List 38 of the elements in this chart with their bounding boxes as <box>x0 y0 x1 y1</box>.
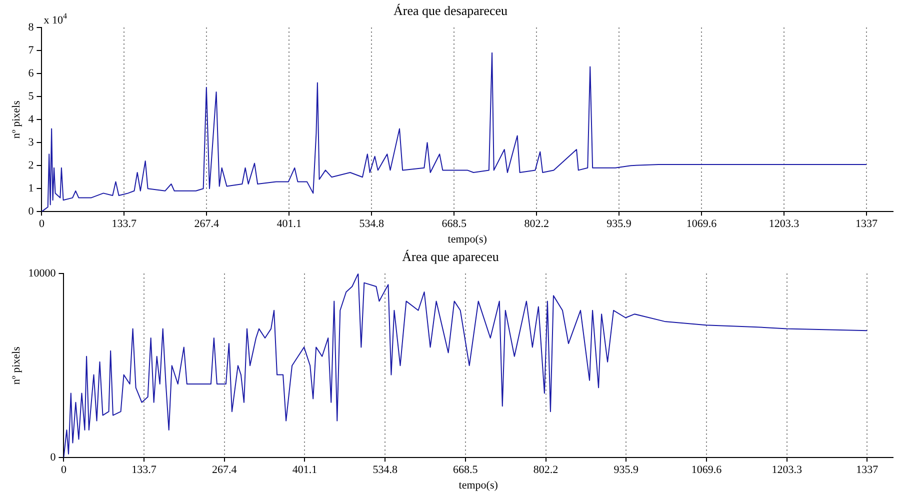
x-tick-label: 1203.3 <box>772 464 802 476</box>
x-tick-label: 935.9 <box>614 464 639 476</box>
x-tick-label: 1069.6 <box>686 218 718 230</box>
x-tick-label: 668.5 <box>453 464 478 476</box>
x-tick-label: 802.2 <box>524 218 549 230</box>
y-tick-label: 5 <box>28 90 34 102</box>
x-tick-label: 267.4 <box>194 218 220 230</box>
x-tick-label: 1337 <box>856 464 879 476</box>
y-tick-label: 10000 <box>28 267 56 280</box>
x-tick-label: 133.7 <box>112 218 138 230</box>
y-tick-label: 3 <box>28 136 34 148</box>
x-tick-label: 401.1 <box>292 464 318 476</box>
y-tick-label: 4 <box>28 113 34 126</box>
y-tick-label: 0 <box>28 205 34 218</box>
x-tick-label: 534.8 <box>359 218 384 230</box>
x-axis-title: tempo(s) <box>458 479 498 492</box>
x-tick-label: 1203.3 <box>768 218 800 230</box>
y-tick-label: 8 <box>28 21 34 34</box>
x-tick-label: 668.5 <box>442 218 467 230</box>
x-tick-label: 534.8 <box>372 464 398 476</box>
x-tick-label: 1069.6 <box>691 464 722 476</box>
x-tick-label: 133.7 <box>132 464 157 476</box>
x-axis-title: tempo(s) <box>448 233 488 246</box>
y-tick-label: 1 <box>28 182 34 194</box>
x-tick-label: 802.2 <box>533 464 558 476</box>
x-tick-label: 1337 <box>855 218 878 230</box>
chart-title: Área que desapareceu <box>393 3 508 18</box>
x-tick-label: 0 <box>60 464 67 476</box>
x-tick-label: 935.9 <box>606 218 632 230</box>
chart-title: Área que apareceu <box>402 249 500 264</box>
x-tick-label: 0 <box>38 218 45 230</box>
y-tick-label: 7 <box>28 44 34 56</box>
x-tick-label: 401.1 <box>276 218 302 230</box>
y-axis-title: nº pixels <box>10 100 22 139</box>
y-tick-label: 6 <box>28 67 34 80</box>
y-tick-label: 2 <box>28 159 34 172</box>
y-axis-title: nº pixels <box>10 346 22 385</box>
x-tick-label: 267.4 <box>212 464 238 476</box>
